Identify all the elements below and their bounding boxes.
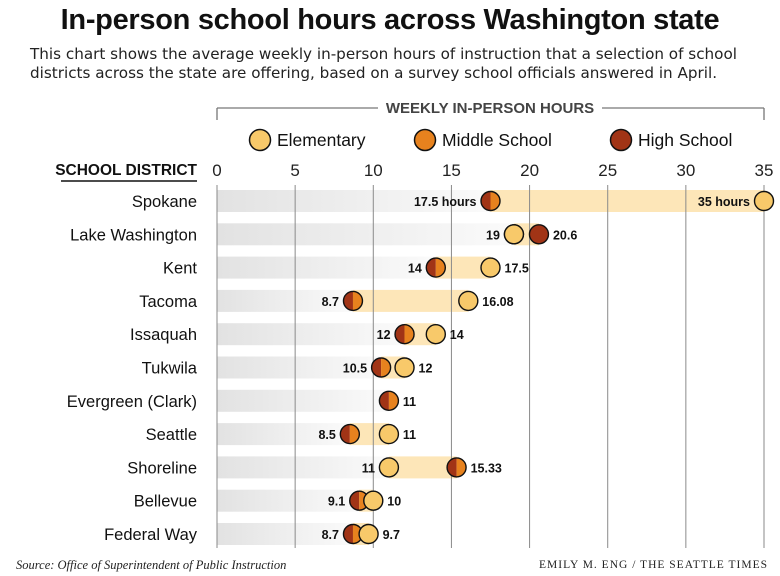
row-band bbox=[217, 323, 405, 346]
row-band bbox=[217, 423, 350, 446]
chart-title: In-person school hours across Washington… bbox=[60, 4, 720, 36]
data-point bbox=[378, 423, 400, 445]
data-label-low: 11 bbox=[362, 461, 375, 475]
legend-swatch bbox=[413, 128, 437, 152]
legend: Elementary Middle School High School bbox=[248, 128, 732, 152]
data-label-high: 14 bbox=[450, 328, 464, 342]
district-name: Lake Washington bbox=[70, 226, 197, 244]
range-band bbox=[388, 456, 457, 479]
data-point bbox=[503, 224, 525, 245]
row-bands bbox=[217, 190, 514, 545]
source-note: Source: Office of Superintendent of Publ… bbox=[16, 558, 287, 572]
x-tick-label: 20 bbox=[520, 161, 539, 180]
chart-subtitle: This chart shows the average weekly in-p… bbox=[30, 45, 737, 82]
data-label-high: 17.5 bbox=[505, 262, 529, 276]
row-band bbox=[217, 523, 353, 545]
data-point bbox=[753, 190, 775, 212]
data-label-low: 8.7 bbox=[322, 528, 339, 542]
x-tick-label: 35 bbox=[755, 161, 774, 180]
x-axis-ticks: 0 5 10 15 20 25 30 35 bbox=[212, 161, 773, 180]
district-name: Shoreline bbox=[127, 459, 197, 477]
data-point bbox=[378, 457, 400, 478]
data-label-low: 8.7 bbox=[322, 295, 339, 309]
district-name: Evergreen (Clark) bbox=[67, 393, 197, 411]
district-name: Issaquah bbox=[130, 326, 197, 344]
data-point bbox=[425, 257, 446, 278]
data-point bbox=[528, 224, 550, 245]
data-label-low: 14 bbox=[408, 262, 422, 276]
data-label-high: 9.7 bbox=[383, 528, 400, 542]
data-label-high: 16.08 bbox=[482, 295, 513, 309]
credit-line: EMILY M. ENG / THE SEATTLE TIMES bbox=[539, 559, 768, 571]
row-band bbox=[217, 456, 389, 479]
row-band bbox=[217, 289, 353, 312]
x-tick-label: 0 bbox=[212, 161, 221, 180]
range-band bbox=[352, 289, 469, 312]
data-point bbox=[378, 390, 400, 411]
data-label-low: 8.5 bbox=[318, 428, 335, 442]
data-label-low: 12 bbox=[377, 328, 391, 342]
data-labels: 17.5 hours 35 hours 19 20.6 14 17.5 8.7 16.08 12… bbox=[318, 195, 750, 542]
data-point bbox=[363, 490, 384, 511]
data-label-high: 15.33 bbox=[471, 461, 502, 475]
data-label-high: 11 bbox=[403, 428, 416, 442]
x-tick-label: 10 bbox=[364, 161, 383, 180]
legend-label: High School bbox=[638, 130, 732, 150]
data-point bbox=[480, 190, 501, 212]
data-point bbox=[480, 257, 501, 278]
data-point bbox=[446, 457, 467, 478]
gridlines bbox=[216, 185, 765, 548]
district-name: Seattle bbox=[146, 426, 197, 444]
data-points bbox=[339, 190, 775, 545]
legend-label: Middle School bbox=[442, 130, 552, 150]
data-label-high: 10 bbox=[387, 495, 401, 509]
axis-frame: WEEKLY IN-PERSON HOURS bbox=[216, 100, 765, 120]
row-band bbox=[217, 389, 389, 412]
district-name: Tukwila bbox=[142, 360, 198, 378]
legend-swatch bbox=[609, 128, 633, 152]
data-label-low: 9.1 bbox=[328, 495, 345, 509]
data-label-high: 20.6 bbox=[553, 228, 577, 242]
district-name: Spokane bbox=[132, 193, 197, 211]
axis-title: WEEKLY IN-PERSON HOURS bbox=[386, 100, 594, 117]
row-band bbox=[217, 256, 436, 279]
x-tick-label: 25 bbox=[598, 161, 617, 180]
district-name: Federal Way bbox=[104, 526, 198, 544]
data-point bbox=[458, 290, 479, 312]
data-label-high: 12 bbox=[419, 362, 433, 376]
data-label-low: 10.5 bbox=[343, 362, 367, 376]
data-point bbox=[394, 357, 415, 378]
data-label-low: 17.5 hours bbox=[414, 195, 477, 209]
row-band bbox=[217, 223, 514, 246]
district-name: Kent bbox=[163, 260, 197, 278]
row-band bbox=[217, 190, 491, 212]
row-band bbox=[217, 489, 360, 512]
data-label-high: 35 hours bbox=[698, 195, 750, 209]
legend-label: Elementary bbox=[277, 130, 366, 150]
row-band bbox=[217, 356, 382, 379]
y-axis-label: SCHOOL DISTRICT bbox=[55, 162, 197, 179]
legend-swatch bbox=[248, 128, 272, 152]
x-tick-label: 30 bbox=[676, 161, 695, 180]
range-band bbox=[349, 423, 389, 446]
district-name: Bellevue bbox=[134, 493, 197, 511]
data-point bbox=[358, 523, 379, 545]
data-point bbox=[339, 423, 361, 445]
data-point bbox=[370, 357, 392, 378]
data-point bbox=[425, 324, 446, 345]
range-band bbox=[435, 256, 491, 279]
data-label-high: 11 bbox=[403, 395, 416, 409]
district-name: Tacoma bbox=[139, 293, 198, 311]
x-tick-label: 5 bbox=[290, 161, 299, 180]
range-band bbox=[490, 190, 764, 212]
data-point bbox=[394, 324, 415, 345]
x-tick-label: 15 bbox=[442, 161, 461, 180]
data-label-low: 19 bbox=[486, 228, 500, 242]
data-point bbox=[342, 290, 364, 312]
district-names: Spokane Lake Washington Kent Tacoma Issaquah… bbox=[67, 193, 198, 544]
